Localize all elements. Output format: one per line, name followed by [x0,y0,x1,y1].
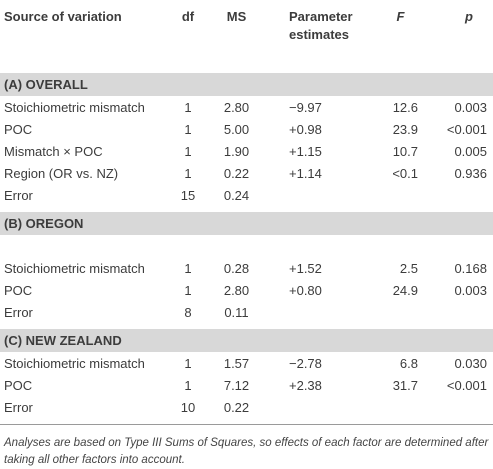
cell: +1.52 [289,260,322,276]
cell: 1 [184,355,192,371]
cell: Error [4,304,33,320]
data-row: Error 8 0.11 [0,301,493,326]
cell: 1 [184,143,192,159]
cell: 1 [184,121,192,137]
cell: <0.1 [392,165,418,181]
column-header: df [168,0,208,71]
section-title: (B) OREGON [0,206,493,235]
anova-table: Source of variation df MS Parameter estimat… [0,0,493,425]
cell: 0.936 [454,165,487,181]
cell: 2.5 [399,260,418,276]
cell: 10 [168,396,208,425]
header-row: Source of variation df MS Parameter estimat… [0,0,493,71]
cell [370,184,430,209]
cell: POC [4,377,33,393]
cell: +0.98 [289,121,322,137]
data-row: POC 1 2.80 +0.80 24.9 0.003 [0,279,493,301]
cell [430,396,493,425]
cell: 0.24 [223,187,250,203]
cell: 0.168 [454,260,487,276]
data-row: Mismatch × POC 1 1.90 +1.15 10.7 0.005 [0,140,493,162]
footnote: Analyses are based on Type III Sums of S… [4,437,489,466]
cell: 12.6 [392,99,418,115]
cell: <0.001 [446,121,487,137]
cell: −9.97 [289,99,322,115]
section-title: (A) OVERALL [0,67,493,96]
cell: +1.14 [289,165,322,181]
cell: 2.80 [223,99,250,115]
cell: 1 [184,99,192,115]
cell: 15 [180,187,196,203]
column-header: F [370,0,430,71]
data-row: Stoichiometric mismatch 1 2.80 −9.97 12.6 0.0… [0,96,493,118]
cell: 1 [184,165,192,181]
cell: 0.28 [223,260,250,276]
section-row: (C) NEW ZEALAND [0,323,493,352]
table-header: Source of variation df MS Parameter estimat… [0,0,493,71]
data-row: POC 1 5.00 +0.98 23.9 <0.001 [0,118,493,140]
section-row: (A) OVERALL [0,67,493,96]
cell [265,184,370,209]
data-row: POC 1 7.12 +2.38 31.7 <0.001 [0,374,493,396]
cell: Stoichiometric mismatch [4,99,145,115]
column-header: Parameter estimates [265,0,370,71]
data-row: Region (OR vs. NZ) 1 0.22 +1.14 <0.1 0.936 [0,162,493,184]
cell [370,301,430,326]
cell [430,301,493,326]
cell: +2.38 [289,377,322,393]
data-row: Error 15 0.24 [0,184,493,209]
cell [265,301,370,326]
column-header: Source of variation [0,0,168,71]
cell: 0.11 [224,304,249,320]
cell: 0.22 [223,165,250,181]
table-body: (A) OVERALL Stoichiometric mismatch 1 2.80 −… [0,67,493,425]
cell: 1 [184,260,192,276]
cell: 1.57 [223,355,250,371]
cell: +1.15 [289,143,322,159]
column-header: MS [208,0,265,71]
cell: POC [4,282,33,298]
cell: 1.90 [223,143,250,159]
cell [370,396,430,425]
section-title: (C) NEW ZEALAND [0,323,493,352]
data-row: Stoichiometric mismatch 1 1.57 −2.78 6.8 0.03… [0,352,493,374]
cell: +0.80 [289,282,322,298]
cell: Error [0,396,168,425]
cell [430,184,493,209]
cell: 8 [184,304,192,320]
spacer-row [0,235,493,257]
cell: 0.005 [454,143,487,159]
cell: 2.80 [223,282,250,298]
cell: POC [4,121,33,137]
cell: 31.7 [392,377,418,393]
column-header: p [430,0,493,71]
cell: 23.9 [392,121,418,137]
cell: Error [4,187,33,203]
cell: 0.22 [208,396,265,425]
spacer [0,235,493,257]
cell: 0.003 [454,99,487,115]
cell: 5.00 [223,121,250,137]
cell: <0.001 [446,377,487,393]
cell: Mismatch × POC [4,143,103,159]
cell: 0.030 [454,355,487,371]
cell: 10.7 [392,143,418,159]
cell [265,396,370,425]
cell: 1 [184,377,192,393]
cell: 6.8 [399,355,418,371]
cell: Region (OR vs. NZ) [4,165,119,181]
cell: 0.003 [454,282,487,298]
cell: −2.78 [289,355,322,371]
section-row: (B) OREGON [0,206,493,235]
cell: 1 [184,282,192,298]
cell: Stoichiometric mismatch [4,355,145,371]
cell: 7.12 [223,377,250,393]
cell: Stoichiometric mismatch [4,260,145,276]
data-row: Error 10 0.22 [0,396,493,425]
data-row: Stoichiometric mismatch 1 0.28 +1.52 2.5 0.16… [0,257,493,279]
cell: 24.9 [392,282,418,298]
